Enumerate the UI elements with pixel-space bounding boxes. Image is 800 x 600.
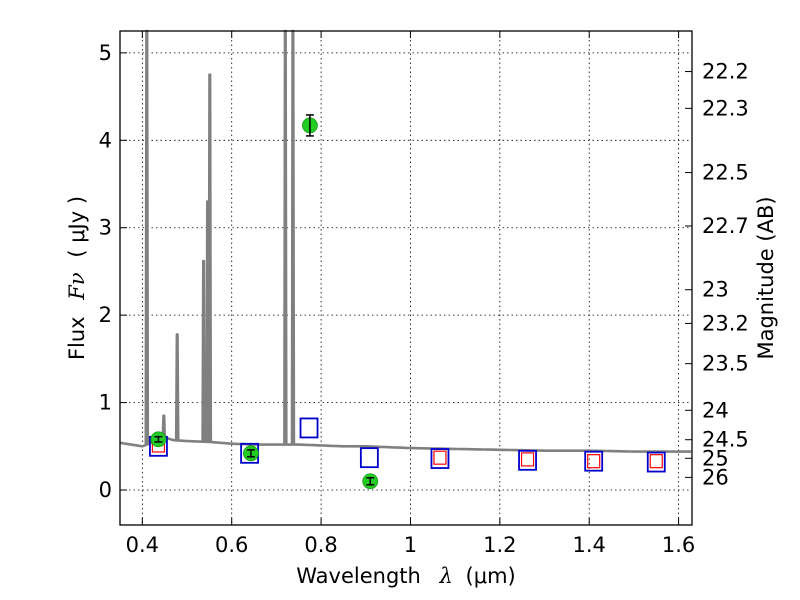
plot-frame <box>119 30 693 526</box>
y-axis-label-symbol: Fν <box>65 272 89 301</box>
mag-tick-label: 23.5 <box>702 352 749 376</box>
mag-tick-label: 25 <box>702 446 729 470</box>
mag-tick-label: 26 <box>702 465 729 489</box>
y-tick-label: 5 <box>99 41 112 65</box>
mag-tick-label: 23 <box>702 278 729 302</box>
x-axis-label-unit: (μm) <box>466 564 516 588</box>
y-tick-label: 3 <box>99 216 112 240</box>
x-tick-label: 1.6 <box>662 533 695 557</box>
x-axis-label: Wavelength λ (μm) <box>296 564 515 588</box>
model-red-square <box>433 450 447 465</box>
x-tick-label: 0.6 <box>215 533 248 557</box>
y-tick-label: 1 <box>99 391 112 415</box>
mag-tick-label: 24 <box>702 398 729 422</box>
x-tick-label: 0.4 <box>126 533 159 557</box>
x-axis-label-symbol: λ <box>439 564 453 588</box>
mag-tick-label: 22.3 <box>702 96 749 120</box>
model-red-square <box>649 454 663 469</box>
markers-layer <box>149 114 666 490</box>
grid-lines <box>120 31 692 525</box>
x-axis-label-prefix: Wavelength <box>296 564 421 588</box>
model-red-square <box>520 452 535 467</box>
y-axis-label: Flux Fν ( μJy ) <box>65 196 89 360</box>
model-blue-square <box>584 450 604 472</box>
y-tick-label: 4 <box>99 128 112 152</box>
x-tick-label: 1.2 <box>483 533 516 557</box>
y2-axis-label: Magnitude (AB) <box>754 196 778 359</box>
mag-tick-label: 22.2 <box>702 60 749 84</box>
model-blue-square <box>646 451 666 473</box>
mag-tick-label: 22.5 <box>702 161 749 185</box>
x-tick-label: 1 <box>404 533 417 557</box>
y-axis-label-prefix: Flux <box>65 316 89 360</box>
mag-tick-label: 22.7 <box>702 214 749 238</box>
mag-tick-label: 23.2 <box>702 311 749 335</box>
y-axis-label-unit: ( μJy ) <box>65 196 89 258</box>
x-tick-label: 0.8 <box>304 533 337 557</box>
spectrum-layer <box>119 29 692 453</box>
mag-tick-label: 24.5 <box>702 428 749 452</box>
y-tick-label: 2 <box>99 303 112 327</box>
model-blue-square <box>518 449 537 471</box>
x-tick-label: 1.4 <box>573 533 606 557</box>
model-red-square <box>587 454 601 469</box>
y-tick-label: 0 <box>99 478 112 502</box>
tick-layer: 0.4 0.6 0.8 1 1.2 1.4 1.601234522.222.322.522.… <box>99 31 749 557</box>
model-blue-square <box>430 448 450 469</box>
model-blue-square <box>359 447 379 469</box>
model-blue-square <box>299 417 319 439</box>
spectrum-line <box>119 29 692 453</box>
